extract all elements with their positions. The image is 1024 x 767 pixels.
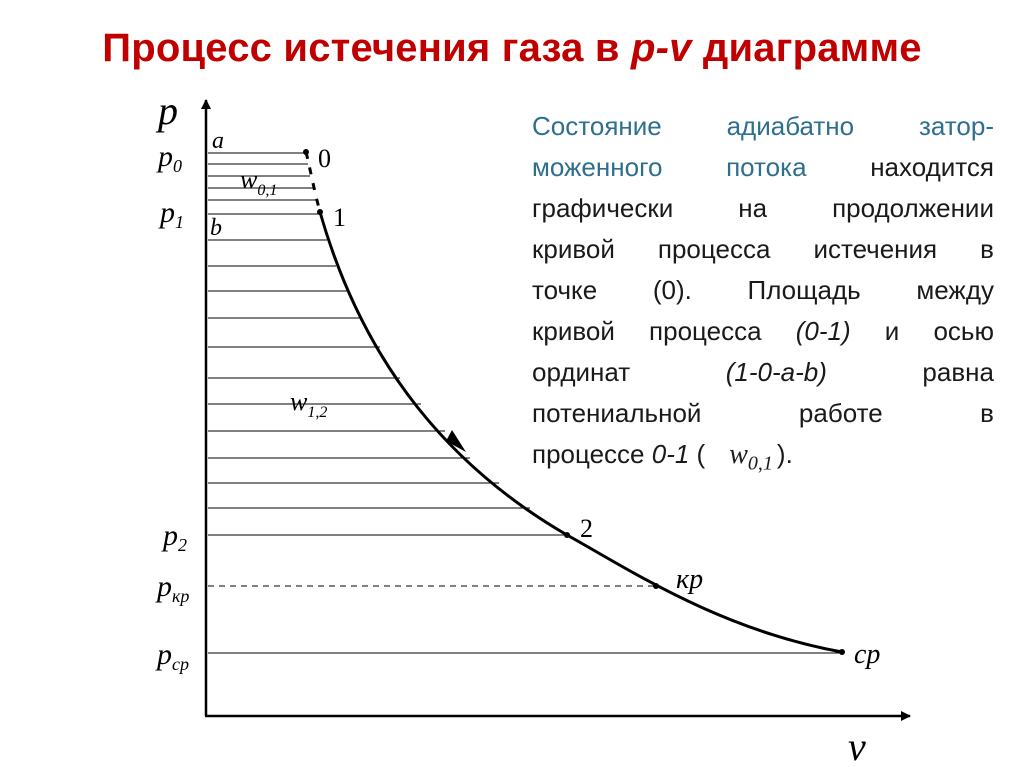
- desc-word: моженного: [532, 152, 663, 182]
- p1-base: p: [158, 196, 175, 229]
- point-cr-marker: [839, 649, 845, 655]
- desc-line-9: процессе 0-1 ( w0,1 ).: [532, 434, 994, 475]
- w01-sub: 0,1: [257, 182, 277, 199]
- desc-word: Состояние: [532, 111, 662, 141]
- desc-word: между: [916, 275, 994, 305]
- desc-word: истечения: [813, 234, 938, 264]
- w01-inline-base: w: [729, 439, 748, 470]
- direction-arrow: [446, 430, 466, 452]
- desc-line-4: кривой процесса истечения в: [532, 229, 994, 270]
- p2-base: p: [161, 519, 178, 552]
- point-a-label: a: [212, 128, 224, 154]
- desc-word: (0).: [652, 275, 692, 305]
- desc-word: находится: [870, 152, 994, 182]
- desc-word: кривой: [532, 316, 615, 346]
- pkr-label: pкр: [155, 570, 189, 606]
- p2-label: p2: [161, 519, 187, 555]
- desc-word: и: [884, 316, 900, 346]
- point-kr-marker: [653, 583, 659, 589]
- point-b-label: b: [210, 215, 222, 241]
- point-2-marker: [564, 532, 570, 538]
- pcr-base: p: [155, 638, 172, 671]
- desc-word: равна: [922, 357, 994, 387]
- desc-line-1: Состояние адиабатно затор-: [532, 106, 994, 147]
- work-w01-label: w0,1: [240, 165, 277, 199]
- p0-label: p0: [156, 140, 182, 176]
- point-1-marker: [317, 209, 323, 215]
- desc-line-6: кривой процесса (0-1) и осью: [532, 311, 994, 352]
- title-highlight: p-v: [630, 26, 692, 70]
- p0-base: p: [156, 140, 173, 173]
- desc-word: (: [689, 439, 706, 469]
- desc-word: (0-1): [795, 316, 851, 346]
- desc-word: затор-: [918, 111, 994, 141]
- v-axis-label: v: [848, 724, 866, 767]
- point-0-label: 0: [318, 144, 331, 173]
- desc-word: кривой: [532, 234, 615, 264]
- desc-word: потениальной: [532, 398, 702, 428]
- pkr-sub: кр: [172, 586, 189, 606]
- p0-sub: 0: [173, 156, 182, 176]
- desc-line-8: потениальной работе в: [532, 393, 994, 434]
- pkr-base: p: [155, 570, 172, 603]
- desc-line-7: ординат (1-0-a-b) равна: [532, 352, 994, 393]
- w01-inline-math: w0,1: [729, 434, 773, 475]
- pcr-sub: ср: [172, 654, 189, 674]
- desc-line-5: точке (0). Площадь между: [532, 270, 994, 311]
- point-2-label: 2: [580, 514, 593, 543]
- desc-word: процесса: [657, 234, 771, 264]
- desc-word: ординат: [532, 357, 631, 387]
- desc-word: 0-1: [651, 439, 690, 469]
- desc-line-2: моженного потока находится: [532, 147, 994, 188]
- p-axis-label: p: [155, 88, 178, 133]
- hatch-lines: [208, 152, 840, 654]
- desc-word: (1-0-a-b): [725, 357, 827, 387]
- slide-title: Процесс истечения газа в p-v диаграмме: [0, 26, 1024, 71]
- work-w12-label: w1,2: [290, 387, 327, 421]
- desc-line-3: графически на продолжении: [532, 188, 994, 229]
- desc-word: процесса: [649, 316, 762, 346]
- desc-word: графически: [532, 193, 674, 223]
- p1-label: p1: [158, 196, 184, 232]
- w12-base: w: [290, 387, 308, 416]
- desc-word: адиабатно: [726, 111, 855, 141]
- desc-word: осью: [933, 316, 994, 346]
- desc-word: в: [980, 234, 994, 264]
- desc-word: ).: [776, 439, 793, 469]
- outflow-curve: [318, 211, 843, 654]
- description-text: Состояние адиабатно затор- моженного пот…: [532, 106, 994, 475]
- point-kr-label: кр: [676, 564, 703, 595]
- point-cr-label: ср: [854, 639, 880, 670]
- title-suffix: диаграмме: [691, 26, 922, 70]
- point-0-marker: [303, 149, 309, 155]
- desc-word: процессе: [532, 439, 652, 469]
- desc-word: точке: [532, 275, 598, 305]
- w01-base: w: [240, 165, 258, 194]
- desc-word: потока: [726, 152, 807, 182]
- desc-word: работе: [798, 398, 883, 428]
- pcr-label: pср: [155, 638, 189, 674]
- point-1-label: 1: [333, 203, 346, 232]
- extension-curve: [304, 151, 322, 213]
- p1-sub: 1: [175, 212, 184, 232]
- p2-sub: 2: [178, 535, 187, 555]
- desc-word: на: [738, 193, 768, 223]
- desc-word: Площадь: [747, 275, 861, 305]
- w12-sub: 1,2: [307, 404, 327, 421]
- title-main: Процесс истечения газа в: [102, 26, 631, 70]
- w01-inline-sub: 0,1: [747, 452, 773, 475]
- desc-word: продолжении: [832, 193, 994, 223]
- desc-word: в: [980, 398, 994, 428]
